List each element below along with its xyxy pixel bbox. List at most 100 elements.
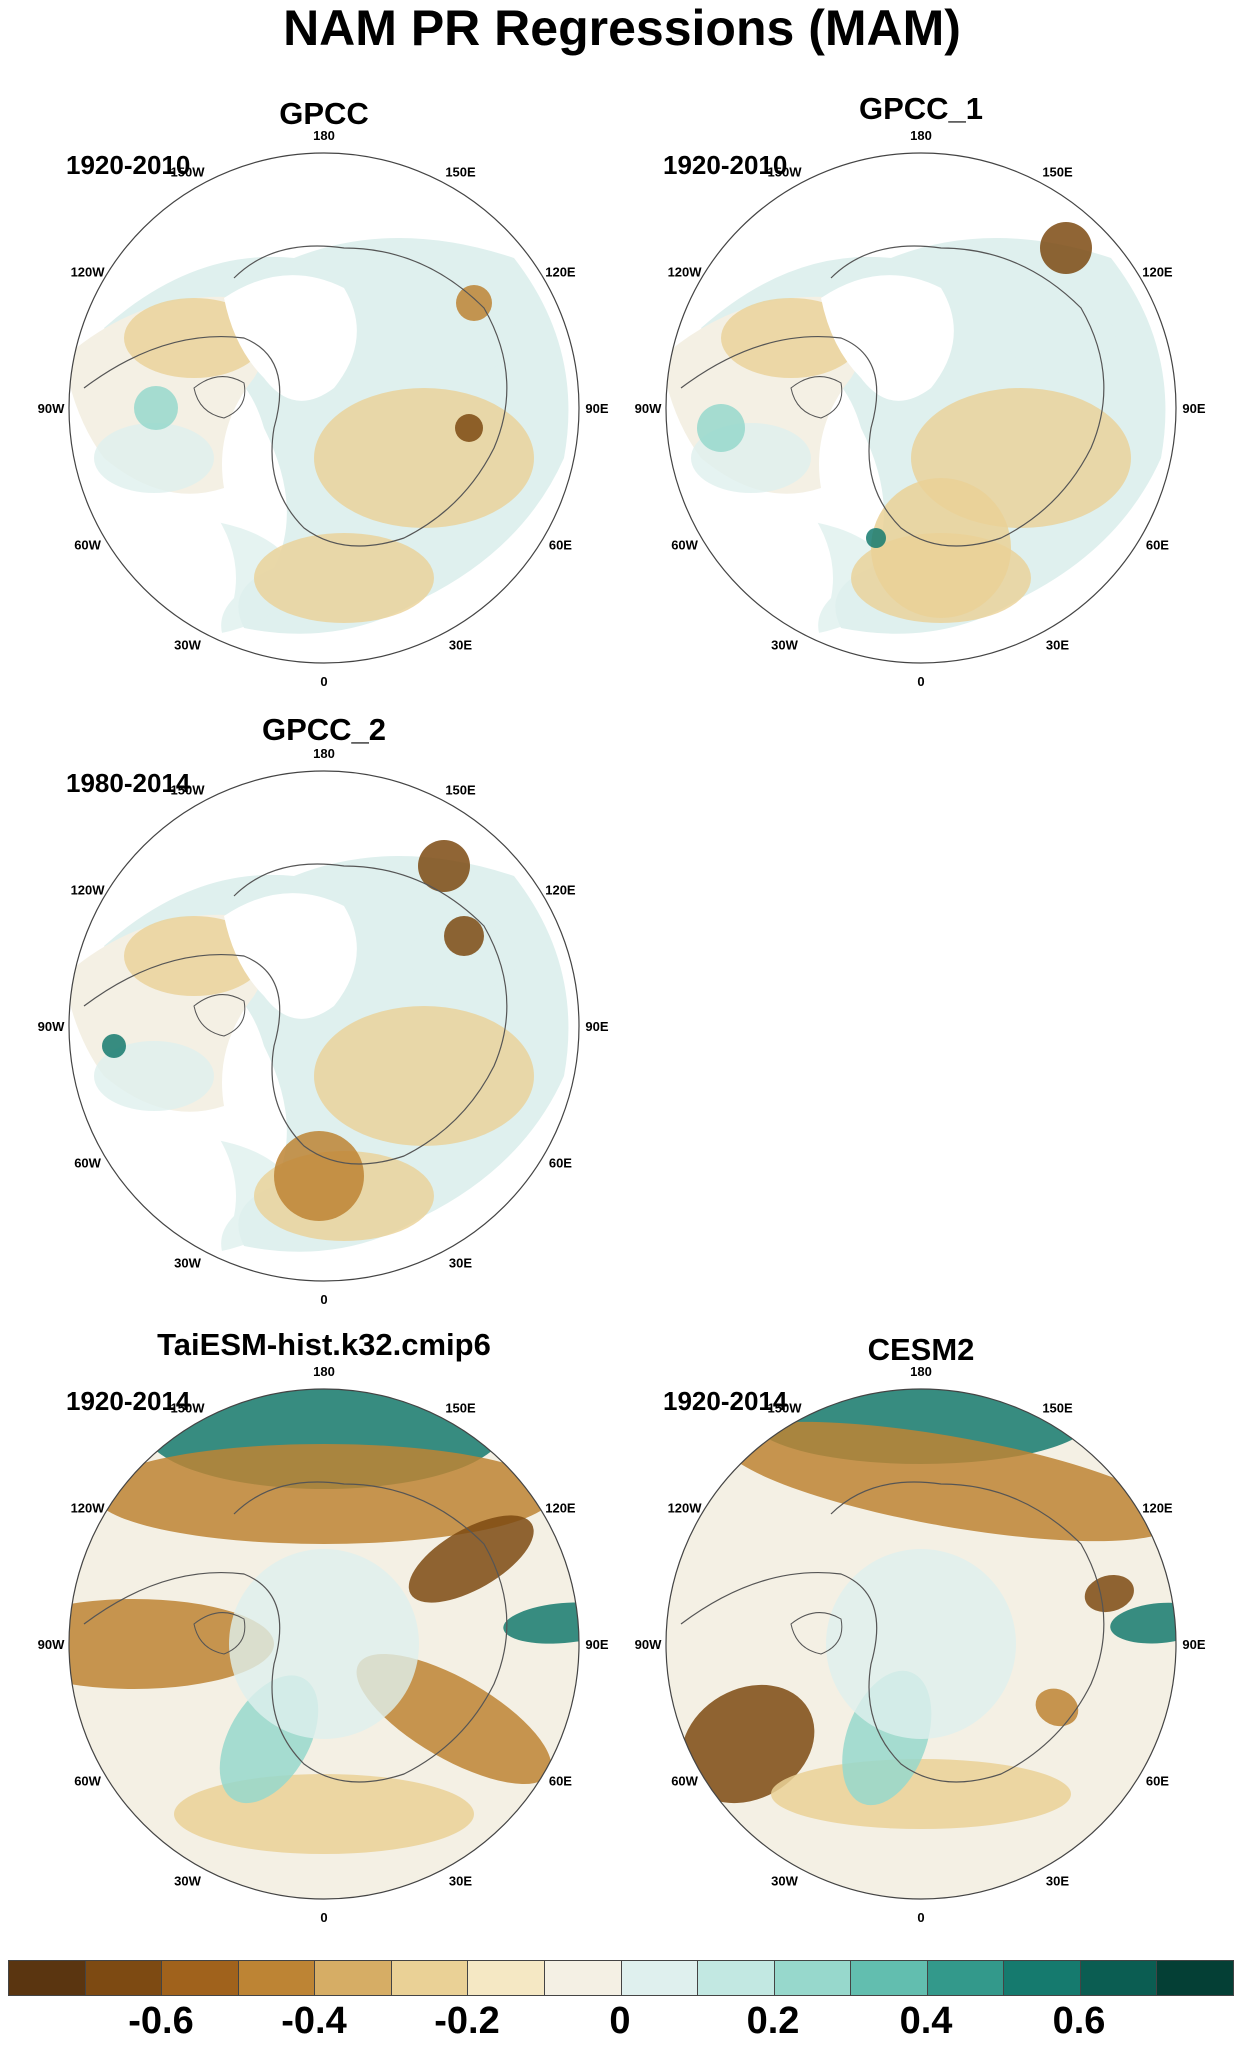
anomaly-patch <box>409 303 519 373</box>
panel-gpcc1: GPCC_1 1920-2010 180 150E 120E 90E 60E 30E 0 30… <box>635 91 1206 689</box>
coastline <box>193 1612 246 1655</box>
polar-map: 180 150E 120E 90E 60E 30E 0 30W 60W 90W 120W 150W <box>38 128 609 689</box>
longitude-label: 90E <box>585 1019 608 1034</box>
longitude-label: 60W <box>671 538 698 553</box>
anomaly-patch <box>94 423 214 493</box>
anomaly-patch <box>503 1602 579 1644</box>
longitude-label: 120W <box>668 265 703 280</box>
polar-map: 180 150E 120E 90E 60E 30E 0 30W 60W 90W 120W 150W <box>635 1364 1206 1925</box>
longitude-label: 60W <box>74 1156 101 1171</box>
colorbar-swatch <box>698 1961 775 1995</box>
colorbar <box>8 1960 1234 1996</box>
colorbar-swatch <box>238 1961 316 1995</box>
coastline <box>83 245 508 547</box>
longitude-label: 0 <box>320 1292 327 1307</box>
longitude-label: 30E <box>449 637 472 652</box>
longitude-label: 120W <box>71 1501 106 1516</box>
anomaly-patch <box>314 1006 534 1146</box>
longitude-label: 180 <box>313 746 335 761</box>
colorbar-swatch <box>85 1961 163 1995</box>
colorbar-swatch <box>1004 1961 1081 1995</box>
longitude-label: 150W <box>171 1401 206 1416</box>
longitude-label: 90W <box>38 401 65 416</box>
longitude-label: 30W <box>174 637 201 652</box>
longitude-label: 90E <box>1182 1637 1205 1652</box>
coastline <box>83 863 508 1165</box>
coastline <box>680 1481 1105 1783</box>
longitude-label: 30E <box>1046 637 1069 652</box>
panel-period: 1980-2014 <box>66 768 191 798</box>
colorbar-label: 0.4 <box>899 2000 953 2042</box>
polar-map: 180 150E 120E 90E 60E 30E 0 30W 60W 90W 120W 150W <box>38 746 609 1307</box>
longitude-label: 60E <box>1146 538 1169 553</box>
longitude-label: 30E <box>449 1255 472 1270</box>
longitude-label: 120E <box>545 883 576 898</box>
colorbar-swatch <box>162 1961 239 1995</box>
colorbar-swatch <box>1080 1961 1158 1995</box>
map-field <box>69 1389 579 1899</box>
longitude-label: 90W <box>38 1019 65 1034</box>
panel-title: GPCC <box>279 96 369 131</box>
colorbar-swatch <box>621 1961 699 1995</box>
longitude-label: 0 <box>917 1910 924 1925</box>
map-boundary <box>68 1388 580 1900</box>
longitude-label: 90W <box>635 401 662 416</box>
panel-period: 1920-2010 <box>663 150 788 180</box>
longitude-label: 90W <box>38 1637 65 1652</box>
longitude-label: 90E <box>585 1637 608 1652</box>
colorbar-swatch <box>1157 1961 1233 1995</box>
longitude-label: 30W <box>771 637 798 652</box>
longitude-label: 180 <box>313 1364 335 1379</box>
colorbar-swatch <box>315 1961 392 1995</box>
longitude-label: 60E <box>1146 1774 1169 1789</box>
colorbar-swatch <box>391 1961 469 1995</box>
map-boundary <box>68 770 580 1282</box>
panel-title: CESM2 <box>867 1332 975 1367</box>
panel-period: 1920-2014 <box>663 1386 788 1416</box>
polar-map: 180 150E 120E 90E 60E 30E 0 30W 60W 90W 120W 150W <box>635 128 1206 689</box>
anomaly-patch <box>456 285 492 321</box>
anomaly-patch <box>229 1549 419 1739</box>
longitude-label: 150E <box>1042 1401 1073 1416</box>
longitude-label: 60W <box>671 1774 698 1789</box>
anomaly-patch <box>866 528 886 548</box>
arctic-ocean <box>224 893 357 1019</box>
anomaly-patch <box>1040 222 1092 274</box>
panel-gpcc: GPCC 1920-2010 180 150E 120E 90E 60E 30E 0 30W 6… <box>38 96 609 689</box>
anomaly-patch <box>826 1549 1016 1739</box>
anomaly-patch <box>254 533 434 623</box>
coastline <box>790 376 843 419</box>
longitude-label: 120W <box>71 265 106 280</box>
colorbar-swatch <box>468 1961 545 1995</box>
longitude-label: 90W <box>635 1637 662 1652</box>
panel-gpcc2: GPCC_2 1980-2014 180 150E 120E 90E 60E 30E 0 30… <box>38 712 609 1307</box>
longitude-label: 120E <box>1142 1501 1173 1516</box>
longitude-label: 150E <box>1042 165 1073 180</box>
longitude-label: 30W <box>174 1873 201 1888</box>
anomaly-patch <box>697 404 745 452</box>
longitude-label: 90E <box>585 401 608 416</box>
longitude-label: 60E <box>549 1156 572 1171</box>
anomaly-patch <box>1084 1574 1134 1613</box>
anomaly-patch <box>723 1421 1176 1542</box>
map-boundary <box>68 152 580 664</box>
anomaly-patch <box>314 388 534 528</box>
anomaly-patch <box>69 1599 274 1689</box>
longitude-label: 0 <box>917 674 924 689</box>
polar-map: 180 150E 120E 90E 60E 30E 0 30W 60W 90W 120W 150W <box>38 1364 609 1925</box>
longitude-label: 120E <box>545 1501 576 1516</box>
longitude-label: 120W <box>71 883 106 898</box>
longitude-label: 150E <box>445 1401 476 1416</box>
coastline <box>83 1481 508 1783</box>
panel-title: GPCC_1 <box>858 91 984 126</box>
arctic-ocean <box>821 275 954 401</box>
panel-period: 1920-2010 <box>66 150 191 180</box>
longitude-label: 60E <box>549 538 572 553</box>
coastline <box>193 994 246 1037</box>
anomaly-patch <box>408 1515 534 1603</box>
anomaly-patch <box>94 1444 554 1544</box>
longitude-label: 120E <box>1142 265 1173 280</box>
colorbar-swatch <box>927 1961 1005 1995</box>
longitude-label: 180 <box>910 128 932 143</box>
colorbar-swatch <box>774 1961 852 1995</box>
